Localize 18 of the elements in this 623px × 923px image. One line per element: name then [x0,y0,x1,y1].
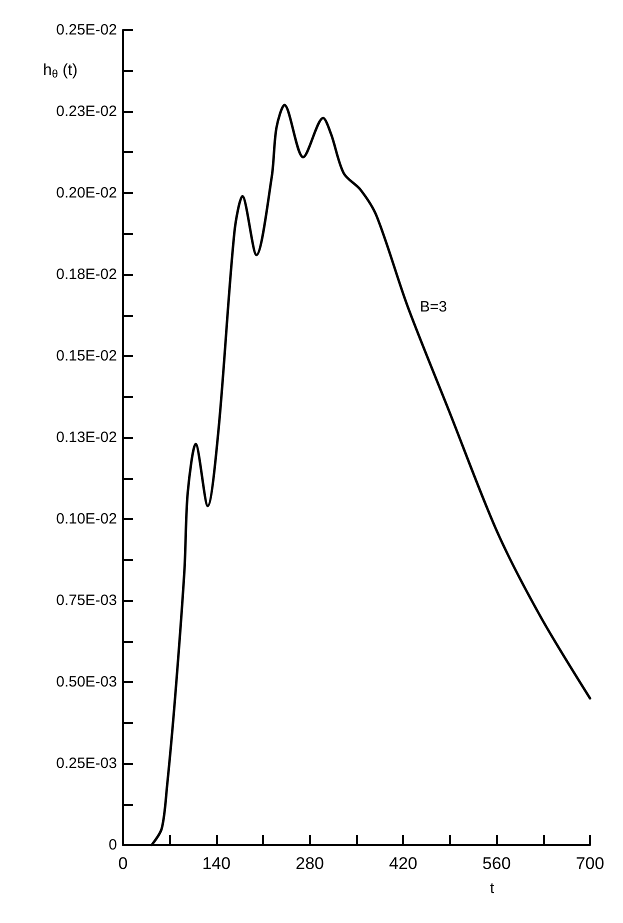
x-tick-label: 140 [202,854,231,873]
x-tick-label: 560 [482,854,511,873]
y-tick-label: 0.25E-03 [56,755,117,772]
y-tick-label: 0.23E-02 [56,103,117,120]
y-tick-label: 0.10E-02 [56,510,117,528]
y-tick-label: 0.13E-02 [56,429,117,446]
y-tick-label: 0.25E-02 [56,22,117,38]
x-tick-label: 420 [389,854,418,873]
series-label: B=3 [420,298,447,316]
y-tick-label: 0.15E-02 [56,348,117,364]
x-axis-title: t [490,880,495,897]
y-tick-label: 0.20E-02 [56,184,117,202]
x-tick-label: 700 [576,854,604,873]
y-tick-label: 0.18E-02 [56,266,117,283]
y-tick-label: 0.75E-03 [56,592,117,609]
y-tick-label: 0.50E-03 [56,674,117,690]
x-tick-label: 280 [296,854,324,873]
y-tick-label: 0 [108,836,117,854]
